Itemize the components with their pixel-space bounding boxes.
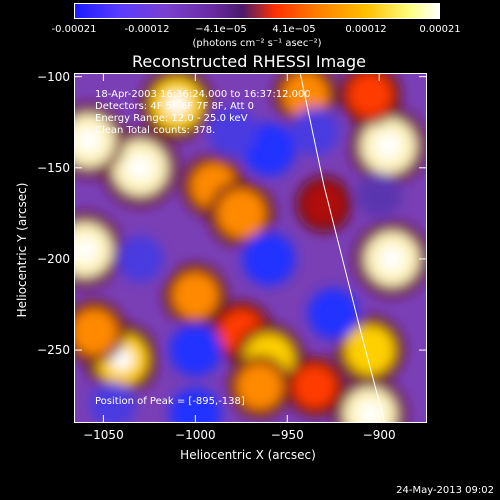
annotation-time-range: 18-Apr-2003 16:36:24.000 to 16:37:12.000 [95,89,311,100]
heatmap-blob [169,387,222,423]
annotation-energy-range: Energy Range: 12.0 - 25.0 keV [95,113,248,124]
colorbar-tick: −4.1e−05 [195,24,247,35]
heatmap-blob [169,323,222,377]
heatmap-blob [282,73,329,119]
annotation-peak-position: Position of Peak = [-895,-138] [95,396,245,407]
heatmap-blob [356,172,402,218]
x-axis-label: Heliocentric X (arcsec) [180,448,316,462]
heatmap-plot [74,73,427,423]
annotation-clean-counts: Clean Total counts: 378. [95,125,216,136]
heatmap-blob-core [375,133,401,159]
colorbar-tick: -0.00021 [51,24,97,35]
x-tick-label: −900 [362,428,396,442]
heatmap-blob [290,106,340,156]
heatmap-blob [242,232,296,286]
annotation-detectors: Detectors: 4F 5F 6F 7F 8F, Att 0 [95,101,255,112]
heatmap-blob [116,235,164,283]
solar-limb-curve [299,73,386,423]
heatmap-blob-core [76,128,101,153]
y-tick-label: −200 [37,251,70,266]
colorbar-tick: 0.00021 [419,24,461,35]
heatmap-blob [89,381,136,423]
heatmap-blob [303,183,345,226]
heatmap-blob [347,73,393,118]
x-tick-label: −1000 [175,428,216,442]
heatmap-blob-core [379,246,405,272]
timestamp: 24-May-2013 09:02 [396,485,494,496]
heatmap-blob [216,188,266,238]
x-tick-label: −1050 [83,428,124,442]
colorbar [74,3,440,19]
colorbar-tick: -0.00012 [124,24,170,35]
colorbar-unit: (photons cm⁻² s⁻¹ asec⁻²) [192,38,322,49]
plot-frame [74,73,427,423]
heatmap-blob-core [127,155,153,181]
y-tick-label: −150 [37,160,70,175]
y-tick-label: −100 [37,69,70,84]
heatmap-blob-core [357,401,383,423]
chart-title: Reconstructed RHESSI Image [132,52,366,71]
heatmap-blob [74,308,118,356]
colorbar-tick: 4.1e−05 [272,24,316,35]
heatmap-blob [207,106,258,157]
heatmap-blob [345,325,396,376]
x-tick-label: −950 [270,428,304,442]
colorbar-tick: 0.00012 [345,24,387,35]
heatmap-blob [292,364,337,409]
y-axis-label: Heliocentric Y (arcsec) [15,182,29,318]
heatmap-blob [236,363,283,410]
y-tick-label: −250 [37,343,70,358]
heatmap-blob [307,288,359,340]
heatmap-blob-core [165,92,189,116]
heatmap-blob [172,272,219,319]
heatmap-blob-core [74,237,98,263]
